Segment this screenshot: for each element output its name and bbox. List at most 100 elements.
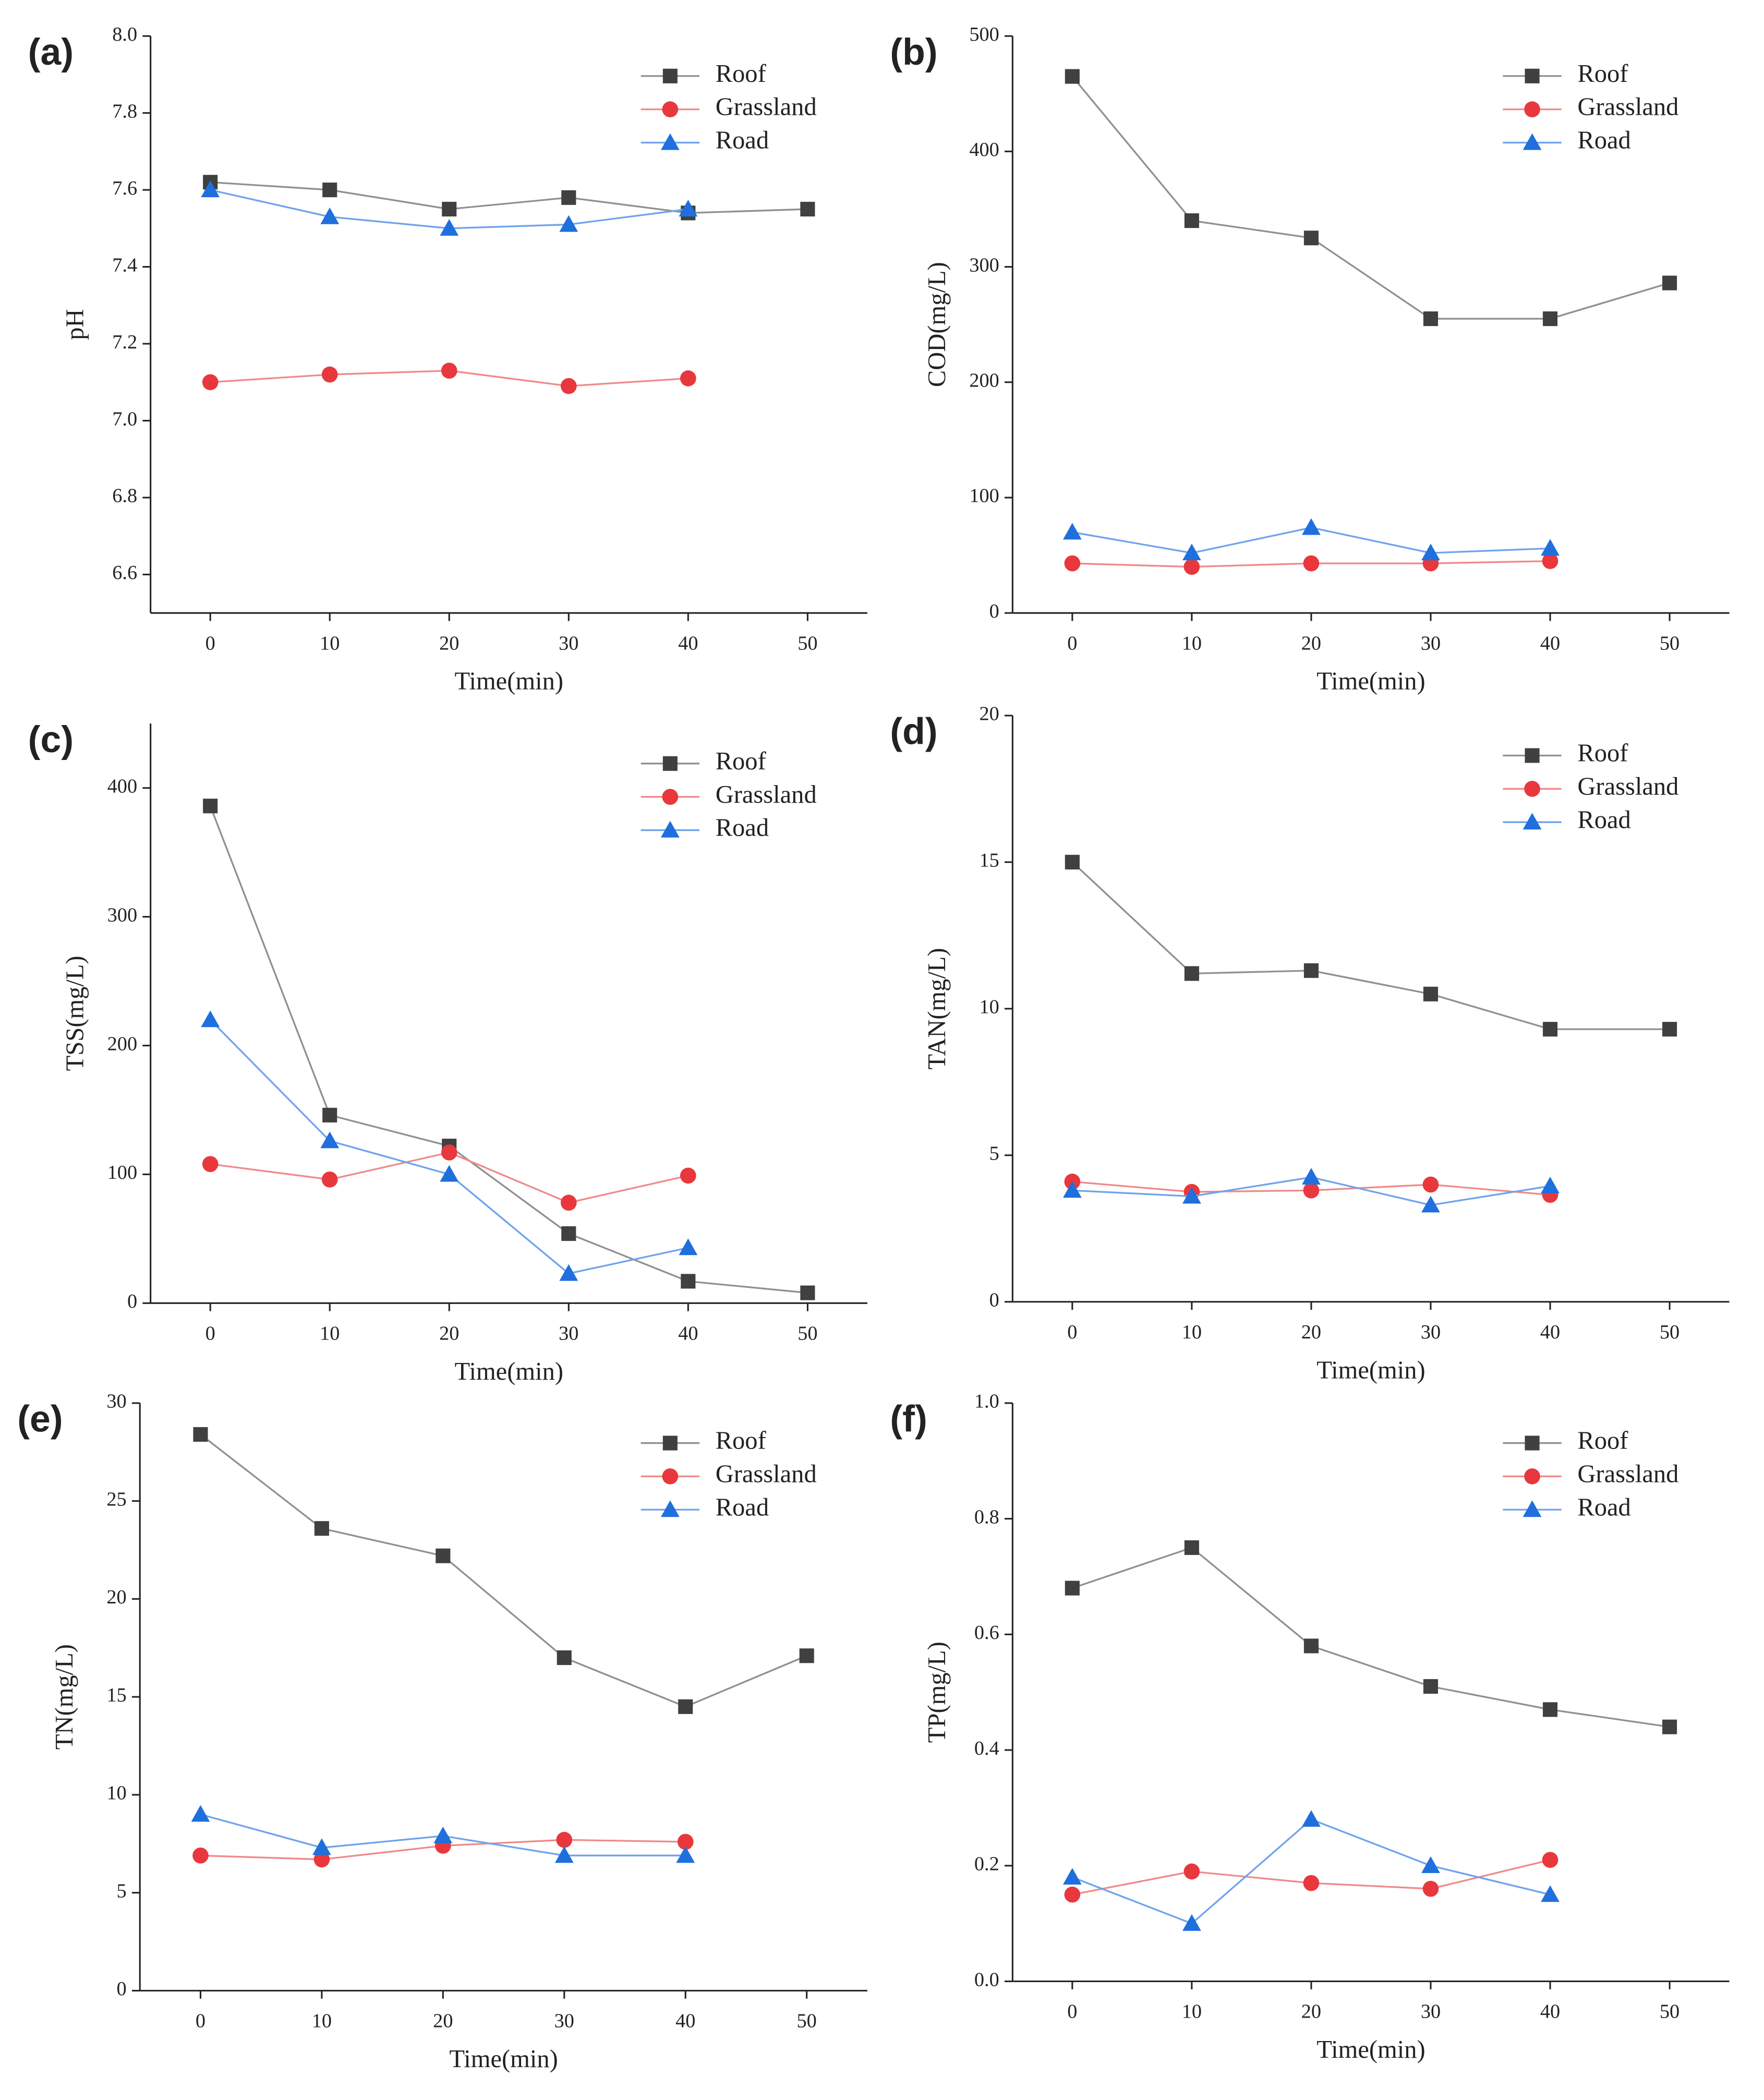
marker [193,1427,208,1442]
panel: 0.0 0.2 0.4 0.6 0.8 1.0 0 10 20 30 40 50 Time(min) TP… [890,1391,1730,2063]
marker [1542,553,1558,569]
marker [1662,275,1677,291]
legend-label: Grassland [1577,93,1678,121]
x-tick-label: 20 [1301,2001,1321,2023]
y-axis-label: COD(mg/L) [923,262,951,387]
marker [322,183,337,198]
marker [320,207,340,224]
marker [441,363,457,379]
x-tick-label: 0 [1067,1321,1077,1343]
marker [1541,539,1560,556]
y-tick-label: 100 [107,1162,137,1184]
legend-marker [1524,1468,1540,1485]
series-line [1071,76,1670,320]
y-tick-label: 6.8 [112,485,137,507]
y-tick-label: 1.0 [974,1391,999,1413]
legend-label: Roof [716,1427,767,1455]
panel: 0 100 200 300 400 500 0 10 20 30 40 50 Time(min) COD(… [890,23,1730,695]
marker [1183,1863,1200,1880]
x-tick-label: 50 [1660,2001,1680,2023]
y-tick-label: 400 [107,775,137,797]
x-tick-label: 40 [678,632,698,654]
y-tick-label: 8.0 [112,23,137,45]
y-tick-label: 0 [989,600,999,622]
panel-label: (b) [890,31,937,73]
panel-label: (c) [28,719,74,761]
marker [1662,1719,1677,1734]
marker [679,1238,698,1256]
x-tick-label: 40 [675,2010,695,2032]
marker [1182,1914,1201,1931]
legend-label: Roof [716,60,767,88]
marker [680,370,696,387]
marker [560,378,577,394]
marker [436,1548,451,1563]
legend-label: Grassland [716,1461,817,1488]
marker [433,1826,453,1843]
marker [1423,986,1439,1001]
marker [1183,559,1200,575]
marker [678,1699,693,1714]
marker [676,1846,695,1863]
series-line [200,1433,807,1708]
marker [1423,311,1439,327]
y-tick-label: 100 [969,485,999,507]
panel: 0 5 10 15 20 25 30 0 10 20 30 40 50 Time(min) TN(mg/L)… [17,1391,867,2073]
marker [1542,1022,1558,1037]
legend-label: Road [1577,1493,1630,1521]
y-axis-label: pH [61,309,89,340]
marker [554,1846,574,1863]
marker [1542,1702,1558,1717]
marker [321,1171,338,1188]
marker [677,1833,694,1850]
panel: 6.6 6.8 7.0 7.2 7.4 7.6 7.8 8.0 0 10 20 30 40 50 Time(… [28,23,867,695]
legend-marker [660,133,680,150]
legend-label: Road [716,814,769,842]
legend-label: Roof [716,747,767,775]
y-axis-label: TP(mg/L) [923,1642,951,1743]
x-axis-label: Time(min) [1316,668,1425,695]
marker [1062,1868,1082,1885]
panel-label: (d) [890,711,937,753]
x-tick-label: 10 [320,632,340,654]
marker [441,1144,457,1161]
marker [321,366,338,383]
marker [201,180,220,198]
marker [1542,311,1558,327]
marker [561,190,576,205]
marker [1542,1852,1558,1868]
marker [320,1131,340,1149]
marker [1302,518,1321,535]
legend-marker [1525,748,1540,763]
x-tick-label: 30 [1421,1321,1441,1343]
y-tick-label: 200 [969,370,999,392]
legend-label: Grassland [1577,773,1678,800]
marker [202,1156,219,1172]
y-tick-label: 400 [969,139,999,161]
marker [680,1167,696,1184]
x-tick-label: 30 [559,1322,578,1344]
x-tick-label: 0 [1067,632,1077,654]
marker [561,1226,576,1241]
marker [1065,69,1080,84]
x-tick-label: 30 [1421,2001,1441,2023]
panel: 0 5 10 15 20 0 10 20 30 40 50 Time(min) TAN(mg/L) (d)… [890,703,1730,1384]
y-tick-label: 7.6 [112,177,137,199]
y-tick-label: 10 [979,996,999,1018]
marker [1662,1022,1677,1037]
y-tick-label: 500 [969,23,999,45]
marker [557,1650,572,1665]
marker [1062,1181,1082,1198]
y-tick-label: 15 [106,1684,126,1706]
marker [679,200,698,216]
x-tick-label: 30 [554,2010,574,2032]
y-tick-label: 0.8 [974,1506,999,1528]
marker [1421,1856,1440,1873]
marker [1303,963,1319,978]
marker [1303,1875,1320,1891]
y-tick-label: 200 [107,1033,137,1055]
x-tick-label: 50 [1660,1321,1680,1343]
legend-marker [1523,813,1542,830]
legend-label: Road [716,127,769,154]
